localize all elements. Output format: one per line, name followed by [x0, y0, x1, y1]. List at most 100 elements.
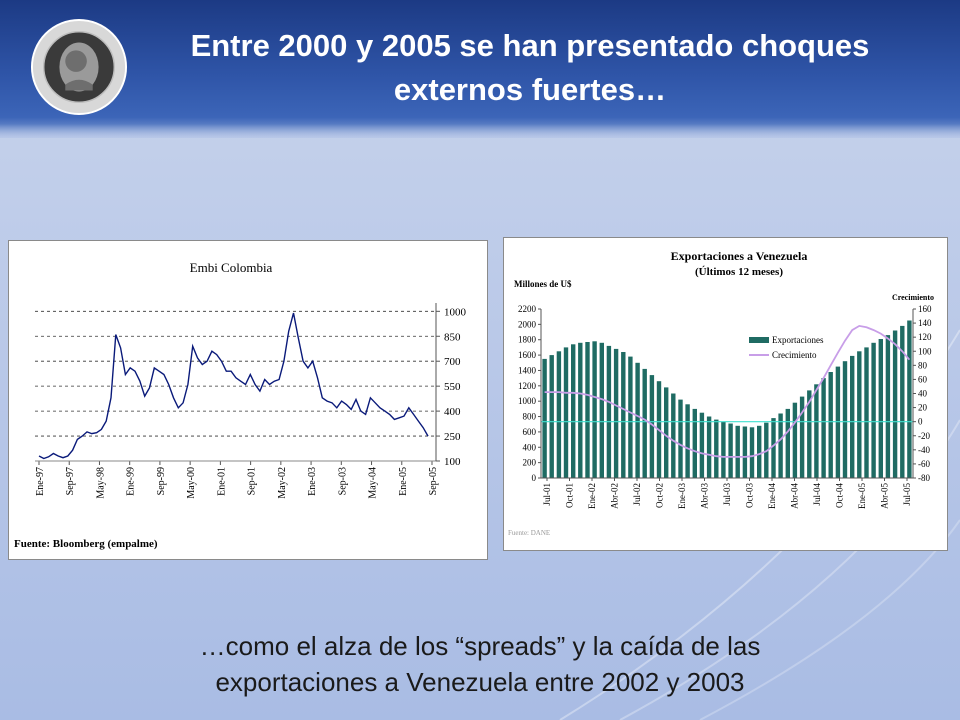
embi-y-tick-label: 850 [444, 331, 461, 343]
exports-bar [871, 342, 876, 478]
exports-x-tick-label: Oct-02 [655, 483, 665, 508]
title-line-1: Entre 2000 y 2005 se han presentado choq… [190, 28, 870, 63]
embi-chart: Embi Colombia 100 250 400 550 700 850 1000 Ene… [14, 260, 467, 550]
exports-x-tick-label: Abr-04 [790, 483, 800, 509]
exports-right-tick-label: 120 [918, 332, 932, 342]
exports-bar [799, 396, 805, 478]
exports-bar [649, 375, 655, 478]
embi-x-tick-label: Ene-97 [35, 467, 46, 496]
embi-x-tick-label: Sep-99 [156, 467, 167, 495]
exports-x-tick-label: Ene-02 [587, 483, 597, 509]
embi-x-tick-label: May-00 [186, 467, 197, 499]
exports-bar [885, 335, 891, 478]
exports-bar [599, 342, 604, 478]
exports-bar [807, 390, 812, 478]
exports-bar [556, 351, 562, 479]
exports-chart: Exportaciones a Venezuela (Últimos 12 me… [508, 249, 934, 537]
embi-series-line [38, 312, 429, 460]
embi-y-tick-label: 1000 [444, 306, 467, 318]
embi-x-tick-label: Ene-03 [307, 467, 318, 496]
exports-x-tick-label: Jul-04 [812, 483, 822, 506]
legend-exports-label: Exportaciones [772, 335, 824, 345]
embi-chart-panel: Embi Colombia 100 250 400 550 700 850 1000 Ene… [8, 240, 488, 560]
exports-x-tick-label: Oct-03 [745, 483, 755, 508]
exports-right-tick-label: 20 [918, 403, 928, 413]
banco-republica-seal-icon [30, 18, 128, 116]
exports-bar [542, 358, 547, 478]
embi-x-tick-label: Sep-97 [65, 467, 76, 495]
exports-bar [792, 402, 798, 478]
embi-x-tick-label: Sep-03 [337, 467, 348, 495]
exports-bar [785, 408, 790, 478]
caption-line-2: exportaciones a Venezuela entre 2002 y 2… [215, 667, 745, 697]
exports-legend: Exportaciones Crecimiento [749, 335, 824, 360]
exports-bar [835, 366, 841, 478]
exports-bar [592, 341, 597, 478]
exports-x-tick-label: Oct-04 [835, 483, 845, 508]
exports-source-note: Fuente: DANE [508, 529, 550, 537]
exports-left-tick-label: 2000 [518, 319, 537, 329]
exports-left-tick-label: 200 [523, 458, 537, 468]
slide-header: Entre 2000 y 2005 se han presentado choq… [0, 0, 960, 138]
exports-bar [685, 404, 690, 478]
exports-left-tick-label: 400 [523, 442, 537, 452]
embi-x-tick-label: Sep-05 [428, 467, 439, 495]
exports-chart-subtitle: (Últimos 12 meses) [695, 266, 783, 278]
embi-x-tick-label: Ene-01 [216, 467, 227, 496]
exports-bar [878, 339, 883, 478]
exports-left-tick-label: 0 [532, 473, 537, 483]
exports-left-tick-label: 1000 [518, 396, 537, 406]
exports-bar [549, 355, 554, 478]
exports-right-tick-label: 160 [918, 304, 932, 314]
exports-bar [742, 426, 748, 478]
caption-line-1: …como el alza de los “spreads” y la caíd… [199, 631, 761, 661]
exports-x-tick-label: Ene-05 [857, 483, 867, 509]
exports-right-tick-label: 140 [918, 318, 932, 328]
exports-x-tick-label: Oct-01 [565, 483, 575, 508]
legend-growth-label: Crecimiento [772, 350, 817, 360]
exports-bar [563, 347, 569, 478]
exports-left-tick-label: 1600 [518, 350, 537, 360]
exports-bar [892, 330, 898, 478]
legend-exports-swatch [749, 337, 769, 343]
exports-left-tick-label: 1800 [518, 335, 537, 345]
exports-x-tick-label: Jul-02 [632, 483, 642, 506]
exports-right-tick-label: -20 [918, 431, 930, 441]
exports-bar [714, 419, 719, 478]
exports-x-tick-label: Abr-03 [700, 483, 710, 509]
exports-bar [749, 427, 755, 478]
embi-x-tick-label: May-98 [95, 467, 106, 499]
exports-left-tick-label: 1200 [518, 381, 537, 391]
exports-right-tick-label: -80 [918, 473, 930, 483]
exports-x-tick-label: Abr-05 [880, 483, 890, 509]
exports-bar [814, 384, 819, 478]
exports-bar [907, 320, 912, 478]
exports-bar [757, 425, 762, 478]
exports-right-tick-label: 80 [918, 360, 928, 370]
exports-x-tick-label: Ene-04 [767, 483, 777, 509]
exports-bar [642, 368, 647, 478]
exports-chart-panel: Exportaciones a Venezuela (Últimos 12 me… [503, 237, 948, 551]
embi-x-tick-label: May-04 [368, 467, 379, 499]
exports-right-tick-label: 40 [918, 389, 928, 399]
exports-bar [821, 378, 826, 478]
exports-right-axis-label: Crecimiento [892, 293, 934, 302]
exports-bar [850, 355, 855, 478]
exports-bar [706, 416, 712, 478]
exports-growth-line [544, 324, 911, 458]
exports-left-tick-label: 1400 [518, 365, 537, 375]
exports-x-tick-label: Jul-03 [722, 483, 732, 506]
embi-chart-title: Embi Colombia [190, 260, 273, 275]
embi-source-note: Fuente: Bloomberg (empalme) [14, 538, 158, 550]
exports-bar [692, 408, 697, 478]
embi-y-tick-label: 550 [444, 381, 461, 393]
embi-x-tick-label: Ene-99 [126, 467, 137, 496]
exports-bar [635, 362, 640, 478]
exports-bar [664, 387, 669, 478]
exports-bar [900, 325, 905, 478]
title-line-2: externos fuertes… [393, 72, 667, 107]
exports-bar [606, 345, 612, 478]
exports-bar [728, 423, 733, 478]
exports-x-tick-label: Ene-03 [677, 483, 687, 509]
exports-right-tick-label: -40 [918, 445, 930, 455]
